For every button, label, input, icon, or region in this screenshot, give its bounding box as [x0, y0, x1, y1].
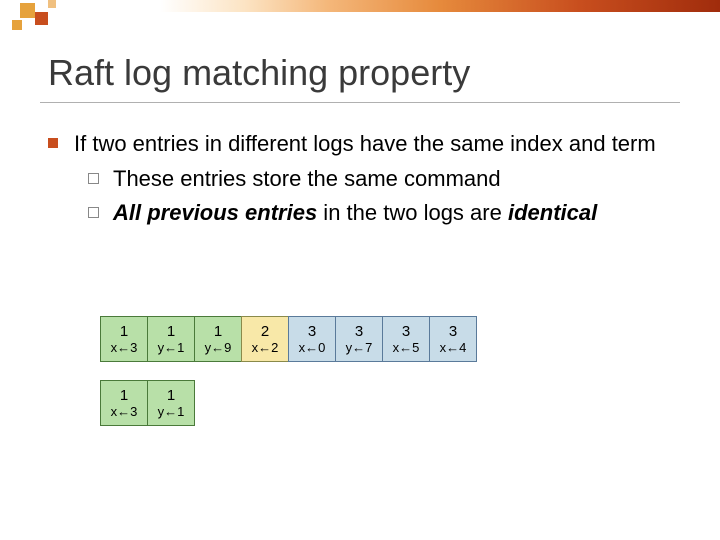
cell-command: y←1 [158, 341, 185, 354]
slide-content: If two entries in different logs have th… [48, 130, 672, 232]
decor-square [20, 3, 35, 18]
decor-square [12, 20, 22, 30]
cell-term: 3 [449, 324, 457, 339]
cell-command: x←3 [111, 341, 138, 354]
bullet-sub: All previous entries in the two logs are… [88, 199, 672, 228]
title-underline [40, 102, 680, 103]
cell-command: x←4 [440, 341, 467, 354]
cell-term: 1 [167, 324, 175, 339]
cell-command: x←3 [111, 405, 138, 418]
log-cell: 1y←1 [147, 380, 195, 426]
cell-command: x←0 [299, 341, 326, 354]
cell-command: x←5 [393, 341, 420, 354]
cell-term: 3 [402, 324, 410, 339]
bullet-text: All previous entries in the two logs are… [113, 199, 597, 228]
emphasis: All previous entries [113, 200, 317, 225]
bullet-text: These entries store the same command [113, 165, 501, 194]
bullet-icon [88, 173, 99, 184]
log-cell: 3x←0 [288, 316, 336, 362]
log-row-1: 1x←31y←11y←92x←23x←03y←73x←53x←4 [100, 316, 476, 362]
bullet-text: If two entries in different logs have th… [74, 130, 656, 159]
cell-command: x←2 [252, 341, 279, 354]
cell-term: 1 [120, 324, 128, 339]
bullet-icon [88, 207, 99, 218]
cell-command: y←9 [205, 341, 232, 354]
log-cell: 3y←7 [335, 316, 383, 362]
cell-term: 2 [261, 324, 269, 339]
slide-title: Raft log matching property [48, 52, 470, 94]
decor-square [35, 12, 48, 25]
slide-header-decoration [0, 0, 720, 34]
decor-square [48, 0, 56, 8]
cell-term: 3 [308, 324, 316, 339]
log-cell: 1x←3 [100, 316, 148, 362]
log-cell: 1x←3 [100, 380, 148, 426]
log-cell: 3x←4 [429, 316, 477, 362]
cell-term: 1 [120, 388, 128, 403]
cell-command: y←7 [346, 341, 373, 354]
cell-term: 3 [355, 324, 363, 339]
log-diagram: 1x←31y←11y←92x←23x←03y←73x←53x←4 1x←31y←… [100, 316, 476, 444]
log-cell: 1y←1 [147, 316, 195, 362]
cell-term: 1 [167, 388, 175, 403]
log-cell: 2x←2 [241, 316, 289, 362]
log-cell: 3x←5 [382, 316, 430, 362]
log-cell: 1y←9 [194, 316, 242, 362]
bullet-sub: These entries store the same command [88, 165, 672, 194]
gradient-bar [160, 0, 720, 12]
cell-term: 1 [214, 324, 222, 339]
cell-command: y←1 [158, 405, 185, 418]
bullet-icon [48, 138, 58, 148]
log-row-2: 1x←31y←1 [100, 380, 476, 426]
emphasis: identical [508, 200, 597, 225]
bullet-main: If two entries in different logs have th… [48, 130, 672, 159]
